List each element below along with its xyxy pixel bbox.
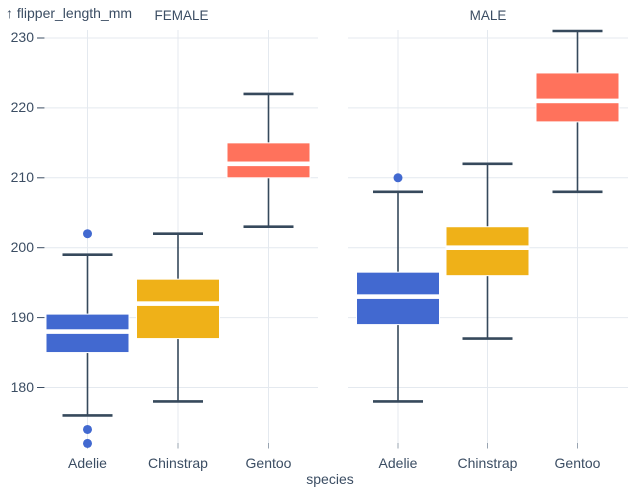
x-tick-label-adelie: Adelie <box>378 455 418 471</box>
x-axis-title: species <box>306 471 354 487</box>
facet-label-female: FEMALE <box>154 8 209 23</box>
facet-label-male: MALE <box>469 8 507 23</box>
median-line <box>356 294 440 299</box>
y-tick-label: 220 <box>10 98 34 115</box>
x-tick-label-chinstrap: Chinstrap <box>148 455 208 471</box>
outlier-dot <box>393 173 403 183</box>
median-line <box>446 245 529 250</box>
y-axis-title: ↑ flipper_length_mm <box>6 5 133 21</box>
median-line <box>536 98 619 104</box>
iqr-box <box>445 226 530 277</box>
outlier-dot <box>83 229 92 239</box>
y-tick-label: 200 <box>10 238 34 255</box>
x-tick-label-adelie: Adelie <box>68 455 107 471</box>
outlier-dot <box>83 438 92 448</box>
median-line <box>46 329 129 334</box>
iqr-box <box>535 72 620 123</box>
median-line <box>136 301 220 306</box>
x-tick-label-chinstrap: Chinstrap <box>457 455 518 471</box>
iqr-box <box>136 278 220 340</box>
outlier-dot <box>83 424 92 434</box>
median-line <box>227 161 310 167</box>
y-tick-label: 230 <box>10 29 34 45</box>
y-tick-label: 180 <box>10 378 34 395</box>
x-tick-label-gentoo: Gentoo <box>245 455 292 471</box>
iqr-box <box>226 142 311 179</box>
x-tick-label-gentoo: Gentoo <box>554 455 601 471</box>
y-tick-label: 210 <box>10 168 34 185</box>
y-tick-label: 190 <box>10 308 34 325</box>
